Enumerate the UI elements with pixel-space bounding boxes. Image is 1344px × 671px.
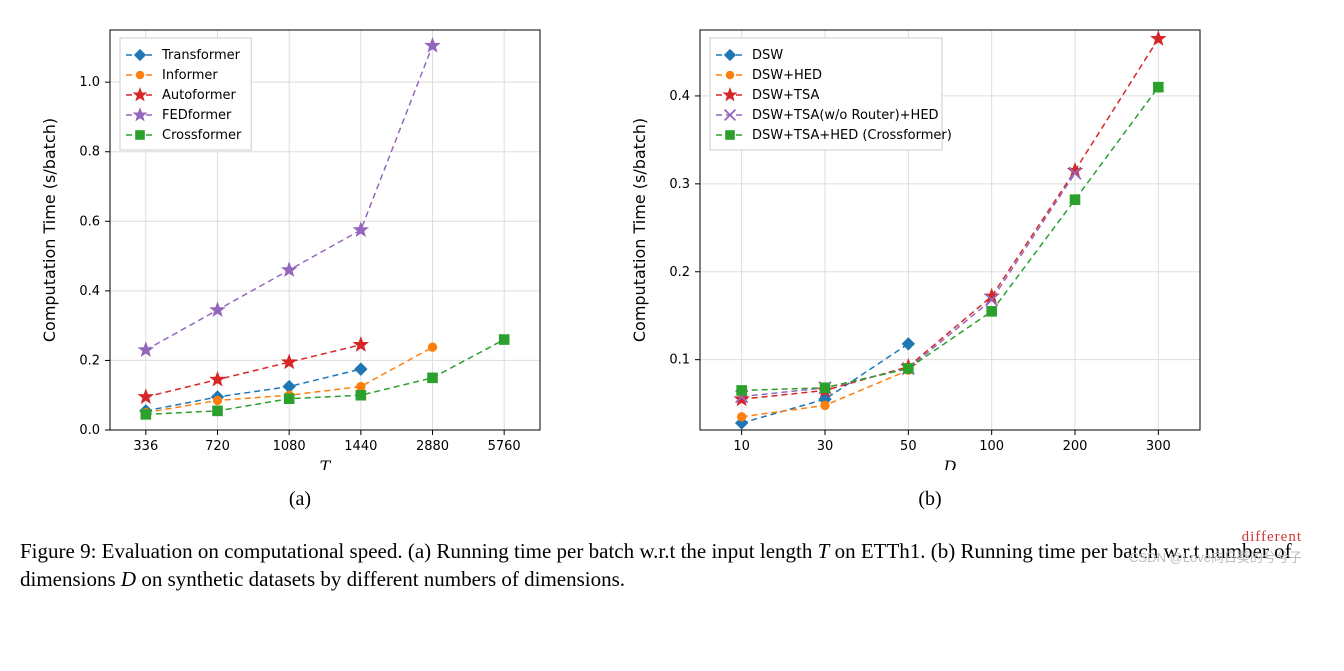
figure-caption: Figure 9: Evaluation on computational sp… (20, 537, 1320, 594)
svg-text:200: 200 (1063, 439, 1088, 454)
chart-panel-b: 0.1 0.2 0.3 0.4 10 30 50 100 200 300 D Computation … (620, 10, 1240, 511)
svg-text:D: D (943, 457, 957, 470)
svg-text:T: T (320, 457, 332, 470)
csdn-watermark: CSDN @Love向日葵的兮兮子 (1129, 547, 1302, 566)
svg-text:FEDformer: FEDformer (162, 108, 232, 123)
caption-italic-T: T (818, 539, 830, 563)
svg-text:5760: 5760 (488, 439, 521, 454)
svg-text:2880: 2880 (416, 439, 449, 454)
svg-text:50: 50 (900, 439, 917, 454)
charts-row: 0.0 0.2 0.4 0.6 0.8 1.0 336 720 1080 1440 2880 5760… (20, 10, 1320, 511)
svg-text:Crossformer: Crossformer (162, 128, 242, 143)
svg-text:0.2: 0.2 (669, 265, 690, 280)
svg-text:1.0: 1.0 (79, 75, 100, 90)
svg-text:1440: 1440 (344, 439, 377, 454)
svg-text:DSW+TSA+HED (Crossformer): DSW+TSA+HED (Crossformer) (752, 128, 952, 143)
svg-text:DSW+TSA: DSW+TSA (752, 88, 819, 103)
csdn-red-text: different (1242, 529, 1302, 546)
chart-a: 0.0 0.2 0.4 0.6 0.8 1.0 336 720 1080 1440 2880 5760… (20, 10, 580, 470)
svg-text:0.4: 0.4 (79, 284, 100, 299)
svg-text:0.2: 0.2 (79, 353, 100, 368)
figure-container: 0.0 0.2 0.4 0.6 0.8 1.0 336 720 1080 1440 2880 5760… (20, 10, 1320, 594)
svg-text:Informer: Informer (162, 68, 218, 83)
caption-text: Figure 9: Evaluation on computational sp… (20, 539, 818, 563)
svg-text:336: 336 (133, 439, 158, 454)
sublabel-b: (b) (918, 488, 941, 511)
svg-text:0.4: 0.4 (669, 89, 690, 104)
sublabel-a: (a) (289, 488, 311, 511)
svg-text:100: 100 (979, 439, 1004, 454)
svg-text:0.0: 0.0 (79, 423, 100, 438)
svg-text:1080: 1080 (273, 439, 306, 454)
svg-text:0.3: 0.3 (669, 177, 690, 192)
chart-panel-a: 0.0 0.2 0.4 0.6 0.8 1.0 336 720 1080 1440 2880 5760… (20, 10, 580, 511)
caption-text: on synthetic datasets by different numbe… (136, 567, 625, 591)
svg-text:0.1: 0.1 (669, 353, 690, 368)
svg-text:DSW: DSW (752, 48, 783, 63)
svg-text:0.8: 0.8 (79, 145, 100, 160)
svg-text:Autoformer: Autoformer (162, 88, 236, 103)
svg-text:300: 300 (1146, 439, 1171, 454)
caption-italic-D: D (121, 567, 136, 591)
svg-text:DSW+HED: DSW+HED (752, 68, 822, 83)
svg-text:720: 720 (205, 439, 230, 454)
svg-text:10: 10 (733, 439, 750, 454)
svg-text:DSW+TSA(w/o Router)+HED: DSW+TSA(w/o Router)+HED (752, 108, 939, 123)
svg-text:0.6: 0.6 (79, 214, 100, 229)
svg-text:30: 30 (817, 439, 834, 454)
svg-text:Transformer: Transformer (161, 48, 241, 63)
svg-text:Computation Time (s/batch): Computation Time (s/batch) (40, 118, 59, 342)
svg-text:Computation Time (s/batch): Computation Time (s/batch) (630, 118, 649, 342)
chart-b: 0.1 0.2 0.3 0.4 10 30 50 100 200 300 D Computation … (620, 10, 1240, 470)
